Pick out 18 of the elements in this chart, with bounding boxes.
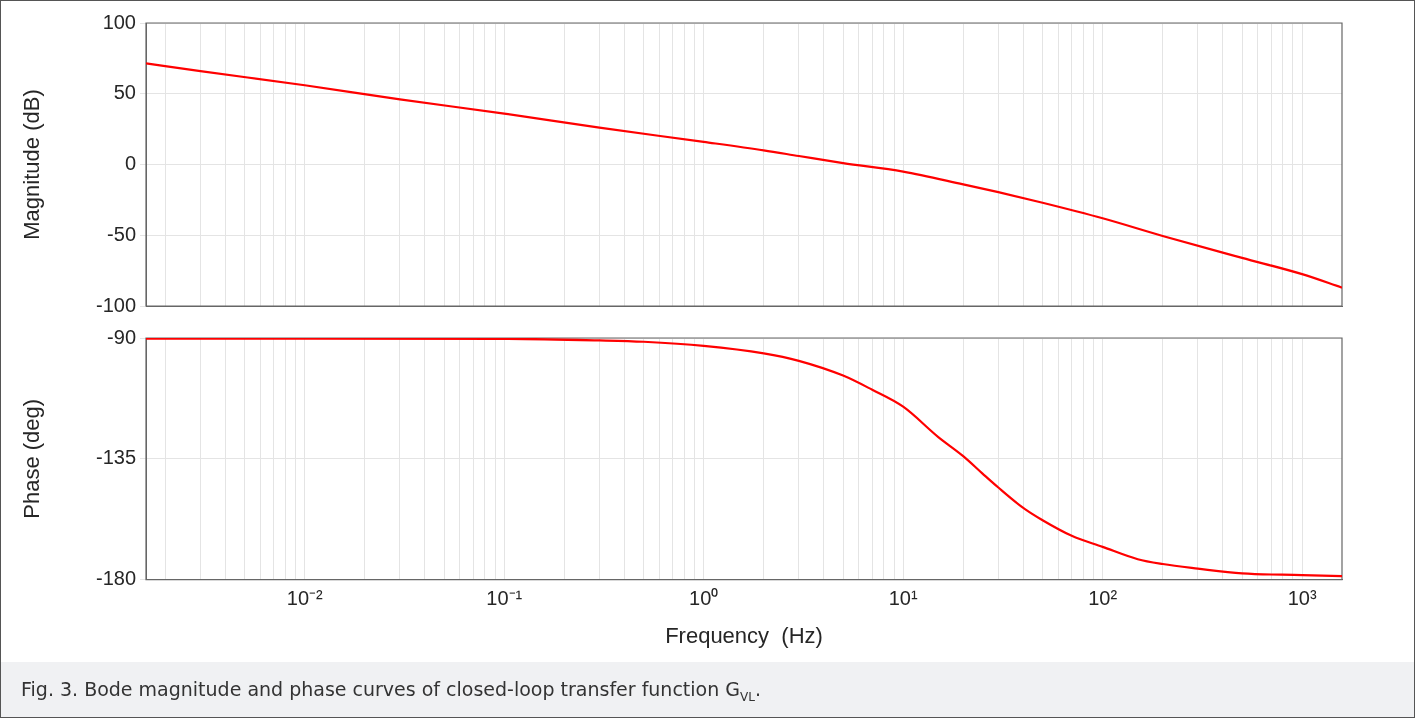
x-axis-title: Frequency (Hz) — [665, 622, 823, 648]
y-tick-label: -50 — [107, 222, 136, 245]
x-tick-label: 10⁻¹ — [486, 587, 523, 610]
x-tick-label: 10¹ — [888, 587, 918, 610]
x-tick-label: 10⁻² — [286, 587, 324, 610]
x-tick-label: 10³ — [1287, 587, 1317, 610]
y-tick-label: -135 — [95, 446, 136, 469]
y-tick-label: -180 — [95, 567, 136, 590]
y-axis-title: Magnitude (dB) — [19, 89, 45, 240]
x-tick-label: 10⁰ — [689, 587, 719, 610]
y-tick-label: 0 — [124, 152, 136, 175]
y-tick-label: -90 — [107, 325, 136, 348]
y-tick-label: 100 — [102, 10, 136, 33]
y-axis-title: Phase (deg) — [19, 398, 45, 519]
caption: Fig. 3. Bode magnitude and phase curves of closed-loop transfer function G$_{VL}$. — [21, 677, 762, 706]
y-tick-label: -100 — [95, 293, 136, 316]
x-tick-label: 10² — [1088, 587, 1118, 610]
y-tick-label: 50 — [113, 81, 136, 104]
